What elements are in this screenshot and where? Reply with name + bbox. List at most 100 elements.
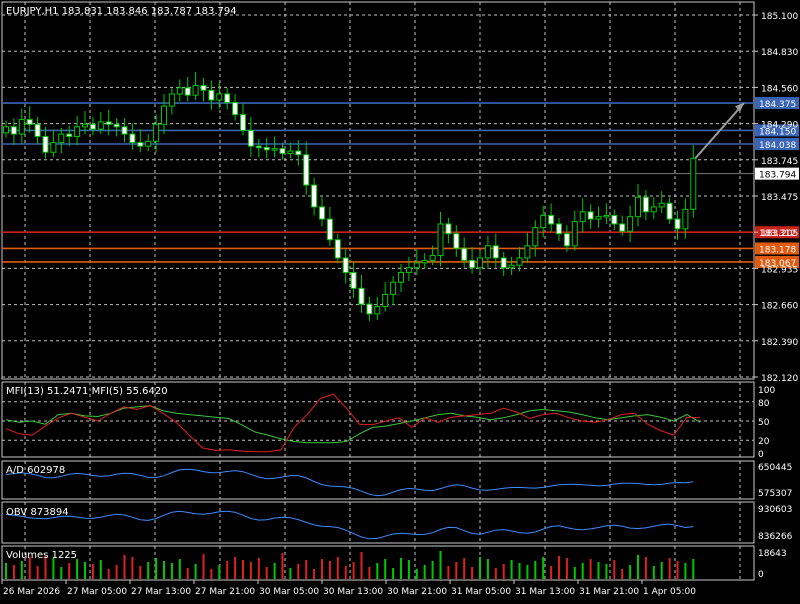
current-price-tag — [755, 167, 799, 180]
candle-body — [461, 247, 468, 261]
candle-body — [232, 101, 239, 116]
candle-body — [492, 245, 499, 259]
candle-body — [366, 303, 373, 315]
candle-body — [650, 206, 657, 213]
price-level-tag — [755, 138, 799, 151]
ad-line — [5, 468, 694, 497]
candle-body — [161, 105, 167, 125]
candle-body — [666, 202, 673, 220]
candle-body — [445, 223, 452, 235]
price-level-tag — [755, 242, 799, 255]
candle-body — [42, 135, 49, 153]
price-level-label: 184.150 — [759, 127, 796, 137]
candle-body — [184, 87, 191, 96]
candle-body — [168, 93, 175, 107]
price-label: 184.560 — [761, 84, 798, 94]
candle-body — [611, 214, 618, 225]
candle-body — [642, 196, 649, 213]
price-label: 183.205 — [761, 229, 798, 239]
mfi-tick: 20 — [758, 437, 770, 447]
candle-body — [413, 262, 420, 269]
volume-tick: 18643 — [758, 549, 787, 559]
candle-body — [334, 239, 341, 259]
candle-body — [674, 218, 681, 230]
candle-body — [208, 89, 215, 101]
candle-body — [129, 133, 136, 144]
candle-body — [50, 142, 57, 153]
indicator-tick: 575307 — [758, 489, 792, 499]
price-level-label: 184.038 — [759, 141, 796, 151]
candle-body — [508, 264, 515, 269]
mfi-tick: 100 — [758, 386, 775, 396]
obv-label: OBV 873894 — [6, 507, 69, 518]
candle-body — [658, 202, 665, 208]
candle-body — [421, 259, 428, 264]
candle-body — [192, 84, 199, 96]
candle-body — [89, 123, 96, 130]
price-label: 183.475 — [761, 193, 798, 203]
candle-body — [540, 214, 547, 229]
price-label: 185.100 — [761, 12, 798, 22]
candle-body — [690, 157, 697, 210]
candle-body — [66, 133, 73, 137]
candle-body — [153, 123, 160, 142]
candle-body — [556, 223, 562, 235]
candle-body — [682, 208, 689, 230]
price-label: 184.830 — [761, 48, 798, 58]
candle-body — [145, 140, 152, 147]
price-label: 182.120 — [761, 374, 798, 384]
price-level-tag — [755, 255, 799, 268]
candle-body — [34, 123, 41, 137]
candle-body — [563, 233, 570, 247]
mfi-pane — [1, 381, 755, 458]
time-label: 30 Mar 13:00 — [323, 587, 383, 597]
price-level-tag — [755, 97, 799, 110]
time-label: 30 Mar 21:00 — [387, 587, 447, 597]
price-level-tag — [755, 124, 799, 137]
candle-body — [137, 142, 144, 147]
candle-body — [3, 126, 9, 134]
candle-body — [303, 154, 310, 186]
candle-body — [295, 150, 302, 156]
volumes-label: Volumes 1225 — [6, 550, 77, 561]
candle-body — [97, 121, 104, 130]
time-label: 31 Mar 13:00 — [515, 587, 575, 597]
price-label: 182.390 — [761, 338, 798, 348]
candle-body — [516, 257, 523, 266]
candle-body — [255, 145, 262, 149]
candle-body — [58, 133, 65, 144]
candle-body — [603, 214, 610, 218]
candle-body — [113, 123, 120, 128]
candle-body — [121, 126, 128, 135]
candle-body — [358, 287, 365, 305]
time-label: 31 Mar 05:00 — [451, 587, 511, 597]
candle-body — [374, 306, 381, 315]
candle-body — [627, 216, 634, 232]
candle-body — [200, 84, 207, 91]
mfi-tick: 80 — [758, 399, 770, 409]
mfi-fast-line — [5, 393, 701, 453]
candle-body — [500, 257, 507, 269]
candle-body — [176, 87, 183, 95]
candle-body — [350, 272, 357, 289]
candle-body — [287, 150, 294, 154]
mfi-tick: 50 — [758, 418, 770, 428]
mfi-label: MFI(13) 51.2471 MFI(5) 55.6420 — [6, 386, 168, 397]
candle-body — [635, 196, 641, 218]
price-level-label: 183.067 — [759, 259, 796, 269]
mfi-slow-line — [5, 405, 701, 444]
candle-body — [224, 93, 231, 103]
candle-body — [342, 257, 349, 274]
time-label: 27 Mar 13:00 — [131, 587, 191, 597]
candle-body — [437, 223, 444, 257]
candle-body — [26, 118, 33, 125]
ad-pane — [1, 460, 755, 500]
candle-body — [579, 211, 586, 223]
candle-body — [311, 184, 318, 208]
main-pane — [1, 1, 755, 380]
time-label: 30 Mar 05:00 — [259, 587, 319, 597]
projection-arrow[interactable] — [694, 102, 745, 160]
time-label: 31 Mar 21:00 — [579, 587, 639, 597]
